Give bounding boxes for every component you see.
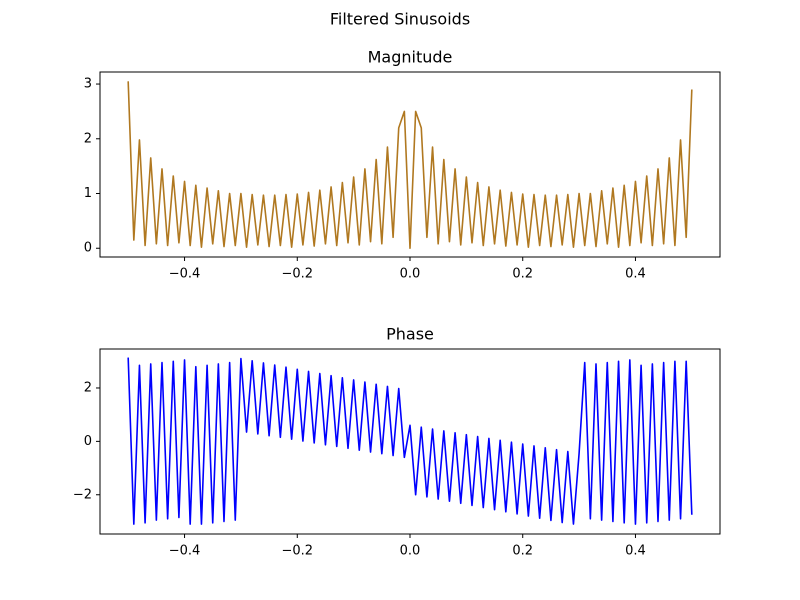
y-tick-label: 2 [84,380,92,395]
y-tick-label: 3 [84,77,92,92]
y-tick-label: 0 [84,241,92,256]
y-tick-label: 2 [84,131,92,146]
series-line [127,81,693,250]
axes-title: Magnitude [368,48,453,67]
axes-frame [99,71,721,258]
x-tick-label: −0.4 [169,544,201,559]
x-tick-label: 0.2 [512,544,533,559]
series-line [127,357,693,525]
x-tick-label: 0.4 [625,544,646,559]
x-tick-label: 0.4 [625,267,646,282]
figure-title: Filtered Sinusoids [330,10,470,29]
x-tick-label: −0.4 [169,267,201,282]
y-tick-label: 0 [84,434,92,449]
axes-title: Phase [386,325,434,344]
axes-frame [99,348,721,535]
x-tick-label: 0.0 [400,544,421,559]
y-tick-label: 1 [84,186,92,201]
x-tick-label: 0.2 [512,267,533,282]
x-tick-label: 0.0 [400,267,421,282]
x-tick-label: −0.2 [281,544,313,559]
x-tick-label: −0.2 [281,267,313,282]
y-tick-label: −2 [73,487,92,502]
